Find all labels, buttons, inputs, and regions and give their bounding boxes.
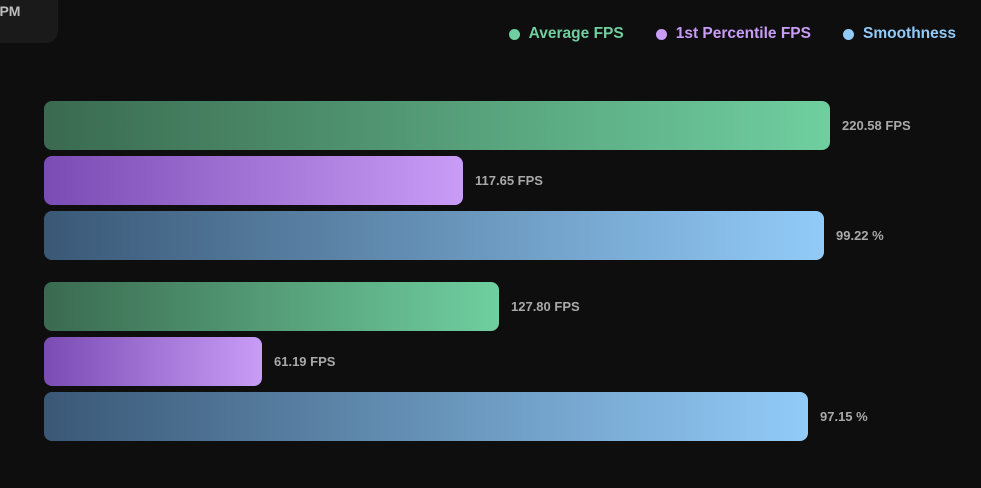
bar[interactable] <box>44 101 830 150</box>
legend-dot-icon <box>655 28 667 40</box>
legend-dot-icon <box>842 28 854 40</box>
legend-item[interactable]: Smoothness <box>842 25 956 43</box>
bar[interactable] <box>44 156 463 205</box>
legend-label: 1st Percentile FPS <box>675 25 811 42</box>
data-label: 127.80 FPS <box>511 299 580 314</box>
chart-legend: Average FPS 1st Percentile FPS Smoothness <box>508 25 956 43</box>
legend-dot-icon <box>508 28 520 40</box>
time-text: 40 PM <box>0 3 21 19</box>
data-label: 99.22 % <box>836 228 884 243</box>
bar[interactable] <box>44 211 824 260</box>
data-label: 61.19 FPS <box>274 354 336 369</box>
legend-label: Smoothness <box>862 25 956 42</box>
legend-item[interactable]: Average FPS <box>508 25 624 43</box>
bar[interactable] <box>44 337 262 386</box>
time-badge: 40 PM <box>0 0 58 43</box>
data-label: 220.58 FPS <box>842 118 911 133</box>
legend-label: Average FPS <box>528 25 624 42</box>
data-label: 117.65 FPS <box>475 173 543 188</box>
bar[interactable] <box>44 282 499 331</box>
data-label: 97.15 % <box>820 409 868 424</box>
legend-item[interactable]: 1st Percentile FPS <box>655 25 811 43</box>
bar[interactable] <box>44 392 808 441</box>
